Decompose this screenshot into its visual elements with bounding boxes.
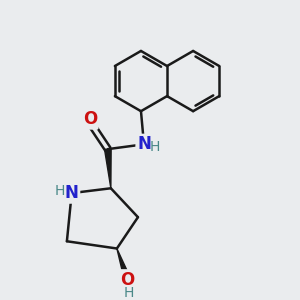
Text: N: N [137, 135, 151, 153]
Polygon shape [117, 248, 131, 281]
Text: H: H [55, 184, 65, 198]
Text: N: N [65, 184, 79, 202]
Text: H: H [124, 286, 134, 300]
Polygon shape [104, 149, 111, 188]
Text: H: H [150, 140, 160, 154]
Text: O: O [82, 110, 97, 128]
Text: O: O [121, 271, 135, 289]
